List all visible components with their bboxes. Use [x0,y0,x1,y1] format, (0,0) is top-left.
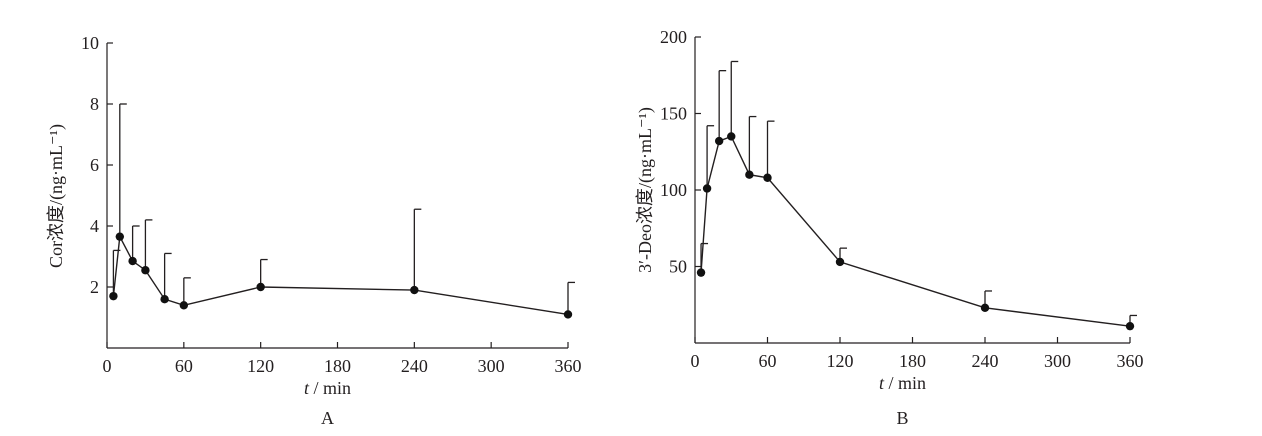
y-tick-label: 100 [660,180,687,200]
data-point [835,257,845,267]
x-axis-label-var: t [304,378,310,398]
y-axis-label: 3′-Deo浓度/(ng·mL⁻¹) [635,107,656,273]
x-axis-label-unit: / min [884,373,926,393]
x-tick-label: 240 [401,356,428,376]
data-point [141,266,150,275]
panel-label: B [896,408,908,428]
x-tick-label: 120 [247,356,274,376]
data-point [745,170,754,179]
y-tick-label: 150 [660,104,687,124]
x-tick-label: 60 [759,351,777,371]
data-point [128,256,137,266]
data-point [1125,321,1135,331]
series-line [700,135,1131,327]
data-point [696,268,706,277]
data-point [714,136,724,146]
x-tick-label: 300 [478,356,505,376]
x-tick-label: 360 [1117,351,1144,371]
x-tick-label: 300 [1044,351,1071,371]
y-tick-label: 200 [660,27,687,47]
x-tick-label: 0 [691,351,700,371]
data-point [115,232,125,241]
y-tick-label: 50 [669,257,687,277]
data-point [109,291,118,301]
y-tick-label: 2 [90,277,99,297]
y-axis-label: Cor浓度/(ng·mL⁻¹) [46,124,67,268]
x-axis-label: t / min [304,378,351,398]
x-tick-label: 0 [103,356,112,376]
y-tick-label: 6 [90,155,99,175]
data-point [980,303,990,313]
data-point [160,295,169,304]
x-axis-label-unit: / min [309,378,351,398]
data-point [763,173,772,182]
chart-panel-A: 0 60 120 180 240 300 360 2 4 6 8 10 t / min A Cor浓度/(n… [46,33,582,428]
panel-label: A [321,408,334,428]
x-tick-label: 180 [324,356,351,376]
x-tick-label: 180 [899,351,926,371]
data-point [727,132,736,141]
x-tick-label: 240 [972,351,999,371]
chart-panel-B: 0 60 120 180 240 300 360 50 100 150 200 t / min B 3′-… [635,27,1144,428]
data-point [179,301,189,310]
data-point [410,285,419,295]
x-tick-label: 360 [555,356,582,376]
x-axis-label-var: t [879,373,885,393]
y-tick-label: 4 [90,216,99,236]
y-tick-label: 8 [90,94,99,114]
data-point [256,282,265,292]
data-point [702,184,712,193]
x-axis-label: t / min [879,373,926,393]
x-tick-label: 120 [827,351,854,371]
data-point [563,310,573,319]
x-tick-label: 60 [175,356,193,376]
y-tick-label: 10 [81,33,99,53]
